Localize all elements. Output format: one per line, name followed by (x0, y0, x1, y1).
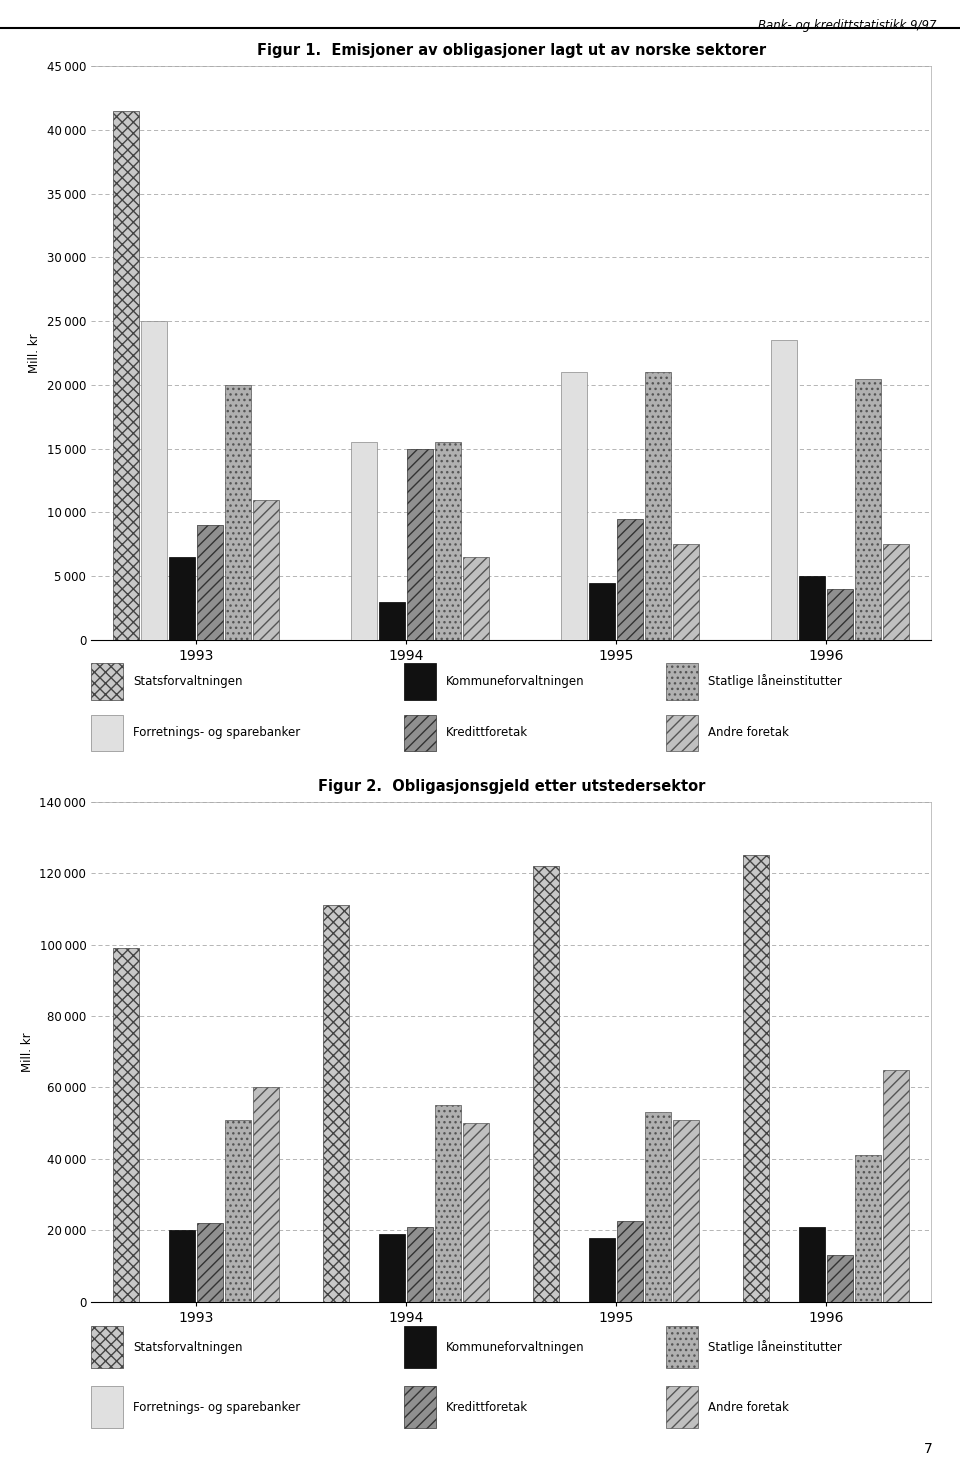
Bar (253, 500, 279, 640)
Bar (665, 1327, 698, 1368)
Bar (91, 1327, 123, 1368)
Bar (665, 1386, 698, 1428)
Bar (351, 443, 377, 640)
Title: Figur 2.  Obligasjonsgjeld etter utstedersektor: Figur 2. Obligasjonsgjeld etter utsteder… (318, 778, 705, 793)
Bar (169, 1230, 195, 1302)
Bar (645, 1112, 671, 1302)
Bar (113, 949, 139, 1302)
Bar (589, 1237, 615, 1302)
Bar (883, 544, 909, 640)
Bar (226, 385, 252, 640)
Bar (435, 443, 461, 640)
Bar (673, 1119, 699, 1302)
Bar (855, 1155, 881, 1302)
Bar (141, 321, 167, 640)
Title: Figur 1.  Emisjoner av obligasjoner lagt ut av norske sektorer: Figur 1. Emisjoner av obligasjoner lagt … (256, 43, 766, 57)
Text: Kommuneforvaltningen: Kommuneforvaltningen (446, 1342, 585, 1353)
Bar (407, 449, 433, 640)
Bar (379, 1234, 405, 1302)
Text: Forretnings- og sparebanker: Forretnings- og sparebanker (133, 1400, 300, 1414)
Text: Kredittforetak: Kredittforetak (446, 727, 528, 740)
Bar (464, 1124, 489, 1302)
Bar (407, 1227, 433, 1302)
Y-axis label: Mill. kr: Mill. kr (29, 334, 41, 372)
Bar (464, 558, 489, 640)
Bar (404, 715, 436, 752)
Bar (91, 663, 123, 700)
Text: Statsforvaltningen: Statsforvaltningen (133, 675, 243, 688)
Bar (404, 1327, 436, 1368)
Bar (665, 663, 698, 700)
Bar (324, 905, 349, 1302)
Bar (617, 1221, 643, 1302)
Text: Andre foretak: Andre foretak (708, 727, 789, 740)
Bar (562, 372, 588, 640)
Bar (379, 602, 405, 640)
Bar (883, 1069, 909, 1302)
Text: Statlige låneinstitutter: Statlige låneinstitutter (708, 674, 842, 688)
Bar (91, 715, 123, 752)
Bar (800, 1227, 825, 1302)
Bar (743, 855, 769, 1302)
Bar (855, 378, 881, 640)
Bar (534, 866, 559, 1302)
Bar (800, 577, 825, 640)
Bar (253, 1087, 279, 1302)
Text: Kredittforetak: Kredittforetak (446, 1400, 528, 1414)
Text: Forretnings- og sparebanker: Forretnings- og sparebanker (133, 727, 300, 740)
Text: Kommuneforvaltningen: Kommuneforvaltningen (446, 675, 585, 688)
Bar (91, 1386, 123, 1428)
Text: Bank- og kredittstatistikk 9/97: Bank- og kredittstatistikk 9/97 (757, 19, 936, 32)
Bar (645, 372, 671, 640)
Bar (771, 340, 797, 640)
Bar (617, 519, 643, 640)
Bar (198, 525, 223, 640)
Bar (589, 583, 615, 640)
Bar (828, 588, 853, 640)
Bar (404, 663, 436, 700)
Text: Andre foretak: Andre foretak (708, 1400, 789, 1414)
Bar (169, 558, 195, 640)
Bar (226, 1119, 252, 1302)
Bar (113, 110, 139, 640)
Bar (198, 1224, 223, 1302)
Bar (828, 1255, 853, 1302)
Text: Statlige låneinstitutter: Statlige låneinstitutter (708, 1340, 842, 1355)
Y-axis label: Mill. kr: Mill. kr (21, 1033, 34, 1071)
Text: Statsforvaltningen: Statsforvaltningen (133, 1342, 243, 1353)
Text: 7: 7 (924, 1442, 933, 1456)
Bar (665, 715, 698, 752)
Bar (404, 1386, 436, 1428)
Bar (673, 544, 699, 640)
Bar (435, 1105, 461, 1302)
